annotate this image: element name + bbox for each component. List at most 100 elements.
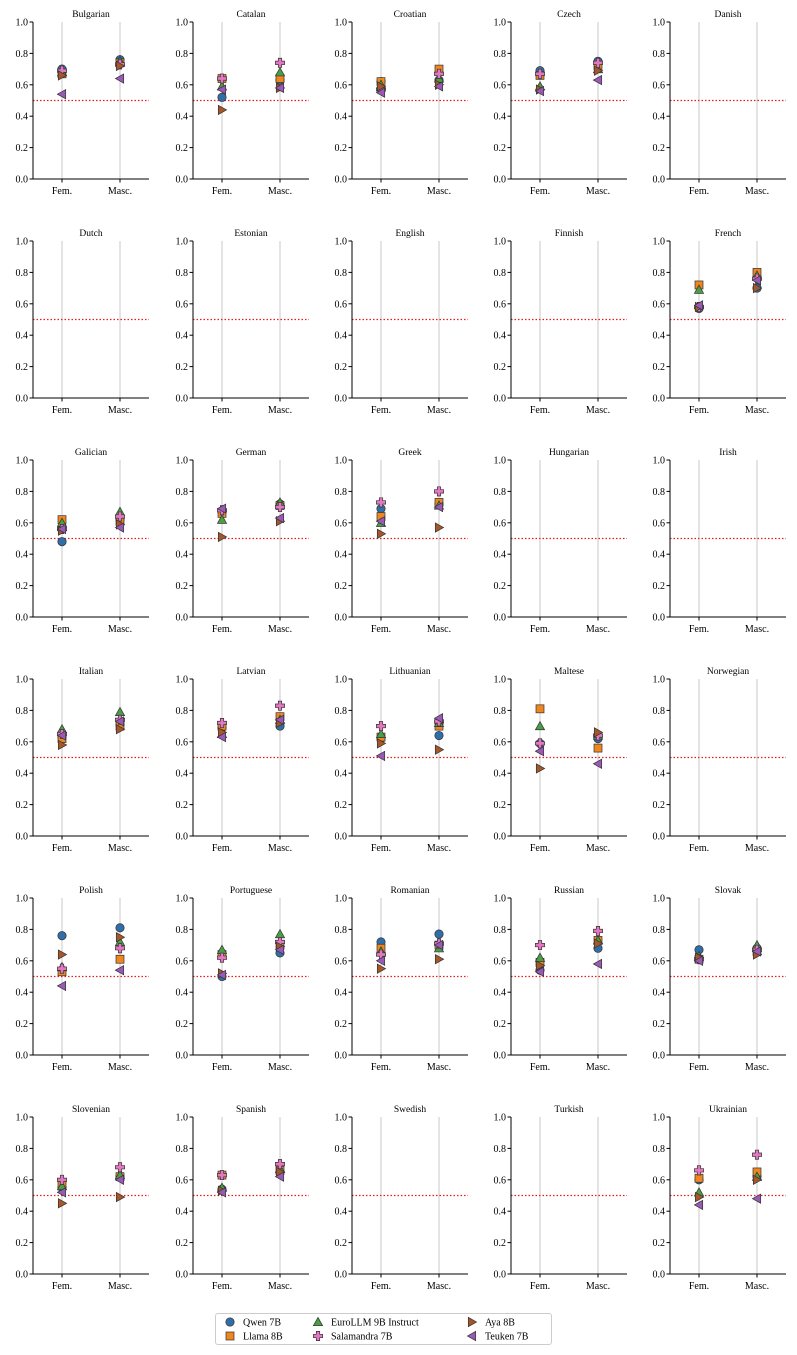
y-tick-label: 0.2 bbox=[494, 362, 507, 373]
marker-eurollm-9b-instruct-fem bbox=[534, 952, 546, 962]
marker-teuken-7b-masc bbox=[751, 275, 762, 286]
x-tick-label: Fem. bbox=[371, 843, 391, 854]
marker-llama-8b-masc bbox=[115, 954, 125, 964]
x-tick-label: Fem. bbox=[52, 843, 72, 854]
x-tick-label: Masc. bbox=[586, 1062, 610, 1073]
x-tick-label: Fem. bbox=[212, 1062, 232, 1073]
y-tick-label: 0.8 bbox=[16, 487, 29, 498]
marker-salamandra-7b-masc bbox=[275, 700, 285, 711]
x-tick-label: Masc. bbox=[108, 1281, 132, 1292]
y-tick-label: 0.2 bbox=[653, 1238, 666, 1249]
y-tick-label: 0.0 bbox=[16, 394, 29, 405]
y-tick-label: 0.4 bbox=[176, 331, 189, 342]
panel-spanish: Spanish 0.0 0.2 0.4 0.6 0.8 1.0 Fem. Masc. bbox=[176, 1105, 309, 1292]
y-tick-label: 0.6 bbox=[335, 1175, 348, 1186]
marker-aya-8b-masc bbox=[434, 744, 445, 755]
y-tick-label: 0.2 bbox=[176, 362, 189, 373]
y-tick-label: 0.8 bbox=[335, 487, 348, 498]
y-tick-label: 0.2 bbox=[16, 800, 29, 811]
y-tick-label: 0.2 bbox=[653, 1019, 666, 1030]
panel-slovak: Slovak 0.0 0.2 0.4 0.6 0.8 1.0 Fem. Masc. bbox=[653, 886, 786, 1073]
x-tick-label: Masc. bbox=[268, 1281, 292, 1292]
legend-marker-qwen-7b bbox=[225, 1317, 235, 1327]
marker-salamandra-7b-masc bbox=[434, 68, 444, 79]
marker-aya-8b-masc bbox=[115, 1191, 126, 1203]
y-tick-label: 0.4 bbox=[335, 550, 348, 561]
y-tick-label: 0.2 bbox=[653, 581, 666, 592]
x-tick-label: Fem. bbox=[530, 843, 550, 854]
marker-aya-8b-masc bbox=[752, 282, 763, 294]
legend-marker-llama-8b bbox=[225, 1331, 235, 1341]
panel-title: Latvian bbox=[236, 667, 265, 677]
y-tick-label: 0.6 bbox=[335, 518, 348, 529]
y-tick-label: 0.8 bbox=[335, 268, 348, 279]
y-tick-label: 0.2 bbox=[16, 581, 29, 592]
marker-teuken-7b-masc bbox=[433, 939, 444, 951]
marker-eurollm-9b-instruct-masc bbox=[274, 928, 286, 939]
marker-salamandra-7b-masc bbox=[752, 1149, 762, 1160]
panel-title: Slovak bbox=[715, 886, 742, 896]
marker-eurollm-9b-instruct-fem bbox=[216, 514, 228, 524]
y-tick-label: 0.2 bbox=[335, 581, 348, 592]
panel-title: Maltese bbox=[554, 667, 584, 677]
marker-teuken-7b-fem bbox=[693, 300, 704, 311]
y-tick-label: 0.6 bbox=[335, 956, 348, 967]
y-tick-label: 0.0 bbox=[16, 175, 29, 186]
y-tick-label: 0.2 bbox=[16, 143, 29, 154]
x-tick-label: Fem. bbox=[371, 186, 391, 197]
panel-norwegian: Norwegian 0.0 0.2 0.4 0.6 0.8 1.0 Fem. Masc. bbox=[653, 667, 786, 854]
panel-danish: Danish 0.0 0.2 0.4 0.6 0.8 1.0 Fem. Masc. bbox=[653, 10, 786, 197]
panel-title: Greek bbox=[398, 448, 421, 458]
x-tick-label: Masc. bbox=[268, 1062, 292, 1073]
y-tick-label: 0.6 bbox=[16, 299, 29, 310]
y-tick-label: 0.6 bbox=[653, 737, 666, 748]
marker-teuken-7b-fem bbox=[216, 731, 227, 743]
y-tick-label: 0.8 bbox=[494, 706, 507, 717]
marker-salamandra-7b-fem bbox=[376, 497, 386, 508]
x-tick-label: Fem. bbox=[52, 1281, 72, 1292]
y-tick-label: 0.6 bbox=[494, 518, 507, 529]
y-tick-label: 0.8 bbox=[494, 1144, 507, 1155]
marker-qwen-7b-fem bbox=[57, 537, 67, 547]
marker-teuken-7b-masc bbox=[274, 944, 285, 956]
y-tick-label: 0.0 bbox=[494, 613, 507, 624]
y-tick-label: 1.0 bbox=[335, 894, 348, 905]
y-tick-label: 0.0 bbox=[653, 1270, 666, 1281]
legend-label-llama-8b: Llama 8B bbox=[243, 1332, 283, 1343]
y-tick-label: 0.4 bbox=[176, 1207, 189, 1218]
y-tick-label: 1.0 bbox=[494, 675, 507, 686]
marker-teuken-7b-masc bbox=[592, 758, 603, 769]
y-tick-label: 0.6 bbox=[16, 956, 29, 967]
panel-title: Turkish bbox=[554, 1105, 583, 1115]
x-tick-label: Masc. bbox=[108, 843, 132, 854]
marker-eurollm-9b-instruct-masc bbox=[114, 706, 126, 717]
y-tick-label: 0.6 bbox=[176, 1175, 189, 1186]
y-tick-label: 1.0 bbox=[176, 456, 189, 467]
y-tick-label: 0.2 bbox=[335, 143, 348, 154]
panel-french: French 0.0 0.2 0.4 0.6 0.8 1.0 Fem. Masc. bbox=[653, 229, 786, 416]
marker-teuken-7b-masc bbox=[433, 501, 444, 513]
panel-title: Dutch bbox=[79, 229, 102, 239]
panel-title: French bbox=[715, 229, 742, 239]
marker-salamandra-7b-masc bbox=[275, 502, 285, 513]
x-tick-label: Masc. bbox=[586, 624, 610, 635]
panel-finnish: Finnish 0.0 0.2 0.4 0.6 0.8 1.0 Fem. Masc. bbox=[494, 229, 627, 416]
panel-hungarian: Hungarian 0.0 0.2 0.4 0.6 0.8 1.0 Fem. Masc. bbox=[494, 448, 627, 635]
marker-teuken-7b-fem bbox=[375, 955, 386, 966]
panel-title: Italian bbox=[79, 667, 104, 677]
y-tick-label: 0.2 bbox=[653, 362, 666, 373]
y-tick-label: 0.8 bbox=[494, 487, 507, 498]
y-tick-label: 0.6 bbox=[176, 737, 189, 748]
panel-title: Bulgarian bbox=[72, 10, 110, 20]
x-tick-label: Masc. bbox=[745, 405, 769, 416]
y-tick-label: 0.0 bbox=[16, 613, 29, 624]
y-tick-label: 0.8 bbox=[16, 49, 29, 60]
marker-teuken-7b-fem bbox=[534, 85, 545, 97]
y-tick-label: 0.6 bbox=[494, 299, 507, 310]
y-tick-label: 0.4 bbox=[335, 331, 348, 342]
y-tick-label: 1.0 bbox=[16, 237, 29, 248]
legend-marker-eurollm-9b-instruct bbox=[312, 1316, 324, 1327]
marker-teuken-7b-fem bbox=[534, 746, 545, 757]
y-tick-label: 0.4 bbox=[16, 331, 29, 342]
panel-greek: Greek 0.0 0.2 0.4 0.6 0.8 1.0 Fem. Masc. bbox=[335, 448, 468, 635]
